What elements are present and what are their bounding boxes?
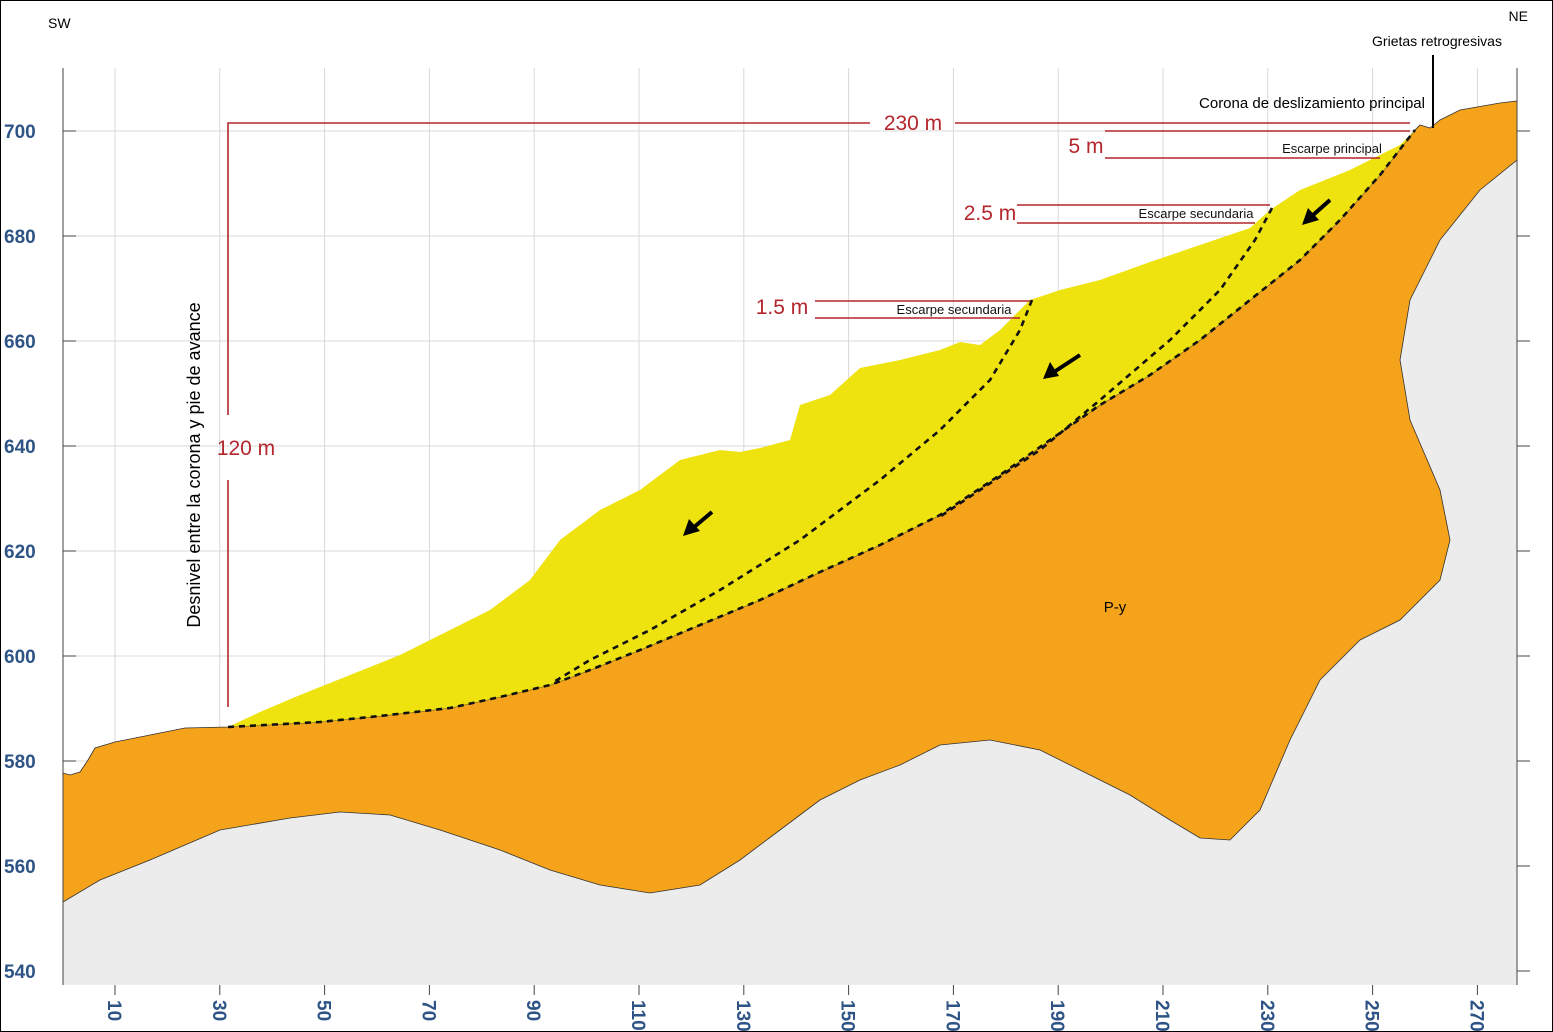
- x-tick-label: 110: [627, 1000, 648, 1031]
- y-tick-label: 660: [4, 332, 36, 353]
- x-tick-label: 70: [417, 1000, 438, 1021]
- y-tick-label: 540: [4, 962, 36, 983]
- dimension-label: 120 m: [217, 437, 275, 460]
- x-tick-label: 250: [1361, 1000, 1382, 1032]
- dimension-label: 2.5 m: [964, 202, 1017, 225]
- x-tick-label: 210: [1151, 1000, 1172, 1032]
- y-tick-label: 700: [4, 122, 36, 143]
- direction: NE: [1509, 8, 1528, 24]
- x-tick-label: 30: [208, 1000, 229, 1021]
- x-tick-label: 150: [837, 1000, 858, 1032]
- dimension-label: 1.5 m: [756, 296, 809, 319]
- page: SW NE Grietas retrogresivas Corona de de…: [0, 0, 1553, 1032]
- dimension-label: 5 m: [1068, 135, 1103, 158]
- y-tick-label: 560: [4, 857, 36, 878]
- x-tick-label: 50: [313, 1000, 334, 1021]
- x-tick-label: 90: [522, 1000, 543, 1021]
- x-tick-label: 10: [103, 1000, 124, 1021]
- y-tick-label: 580: [4, 752, 36, 773]
- cross-section: SW NE Grietas retrogresivas Corona de de…: [0, 0, 1553, 1032]
- x-tick-label: 270: [1465, 1000, 1486, 1032]
- y-tick-label: 600: [4, 647, 36, 668]
- y-tick-label: 640: [4, 437, 36, 458]
- x-tick-label: 170: [941, 1000, 962, 1032]
- x-tick-label: 130: [732, 1000, 753, 1032]
- annotation: Escarpe secundaria: [1139, 206, 1255, 221]
- annotation: Desnivel entre la corona y pie de avance: [184, 302, 204, 627]
- x-tick-label: 190: [1046, 1000, 1067, 1032]
- unit-label: P-y: [1104, 599, 1127, 616]
- y-tick-label: 620: [4, 542, 36, 563]
- annotation: Corona de deslizamiento principal: [1199, 95, 1425, 112]
- annotation: Escarpe principal: [1282, 141, 1382, 156]
- dimension-label: 230 m: [884, 112, 942, 135]
- y-tick-label: 680: [4, 227, 36, 248]
- x-tick-label: 230: [1256, 1000, 1277, 1032]
- direction: SW: [48, 15, 71, 31]
- annotation: Escarpe secundaria: [897, 302, 1013, 317]
- annotation: Grietas retrogresivas: [1372, 33, 1502, 49]
